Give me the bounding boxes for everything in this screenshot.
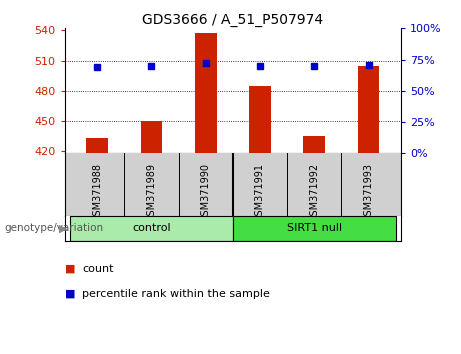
Text: SIRT1 null: SIRT1 null bbox=[287, 223, 342, 233]
Text: GSM371988: GSM371988 bbox=[92, 162, 102, 222]
Text: GSM371991: GSM371991 bbox=[255, 162, 265, 222]
Text: ■: ■ bbox=[65, 264, 75, 274]
Bar bbox=[249, 86, 271, 153]
Text: control: control bbox=[132, 223, 171, 233]
Bar bbox=[141, 121, 162, 153]
Text: percentile rank within the sample: percentile rank within the sample bbox=[82, 289, 270, 299]
Text: GSM371992: GSM371992 bbox=[309, 162, 319, 222]
Text: genotype/variation: genotype/variation bbox=[5, 223, 104, 233]
Bar bbox=[358, 65, 379, 153]
Bar bbox=[70, 216, 233, 241]
Text: GSM371990: GSM371990 bbox=[201, 162, 211, 222]
Text: GSM371989: GSM371989 bbox=[147, 162, 156, 222]
Bar bbox=[303, 136, 325, 153]
Bar bbox=[233, 216, 396, 241]
Text: ▶: ▶ bbox=[59, 223, 67, 233]
Text: GSM371993: GSM371993 bbox=[364, 162, 373, 222]
Bar bbox=[195, 33, 217, 153]
Text: ■: ■ bbox=[65, 289, 75, 299]
Title: GDS3666 / A_51_P507974: GDS3666 / A_51_P507974 bbox=[142, 13, 323, 27]
Text: count: count bbox=[82, 264, 113, 274]
Bar bbox=[86, 138, 108, 153]
